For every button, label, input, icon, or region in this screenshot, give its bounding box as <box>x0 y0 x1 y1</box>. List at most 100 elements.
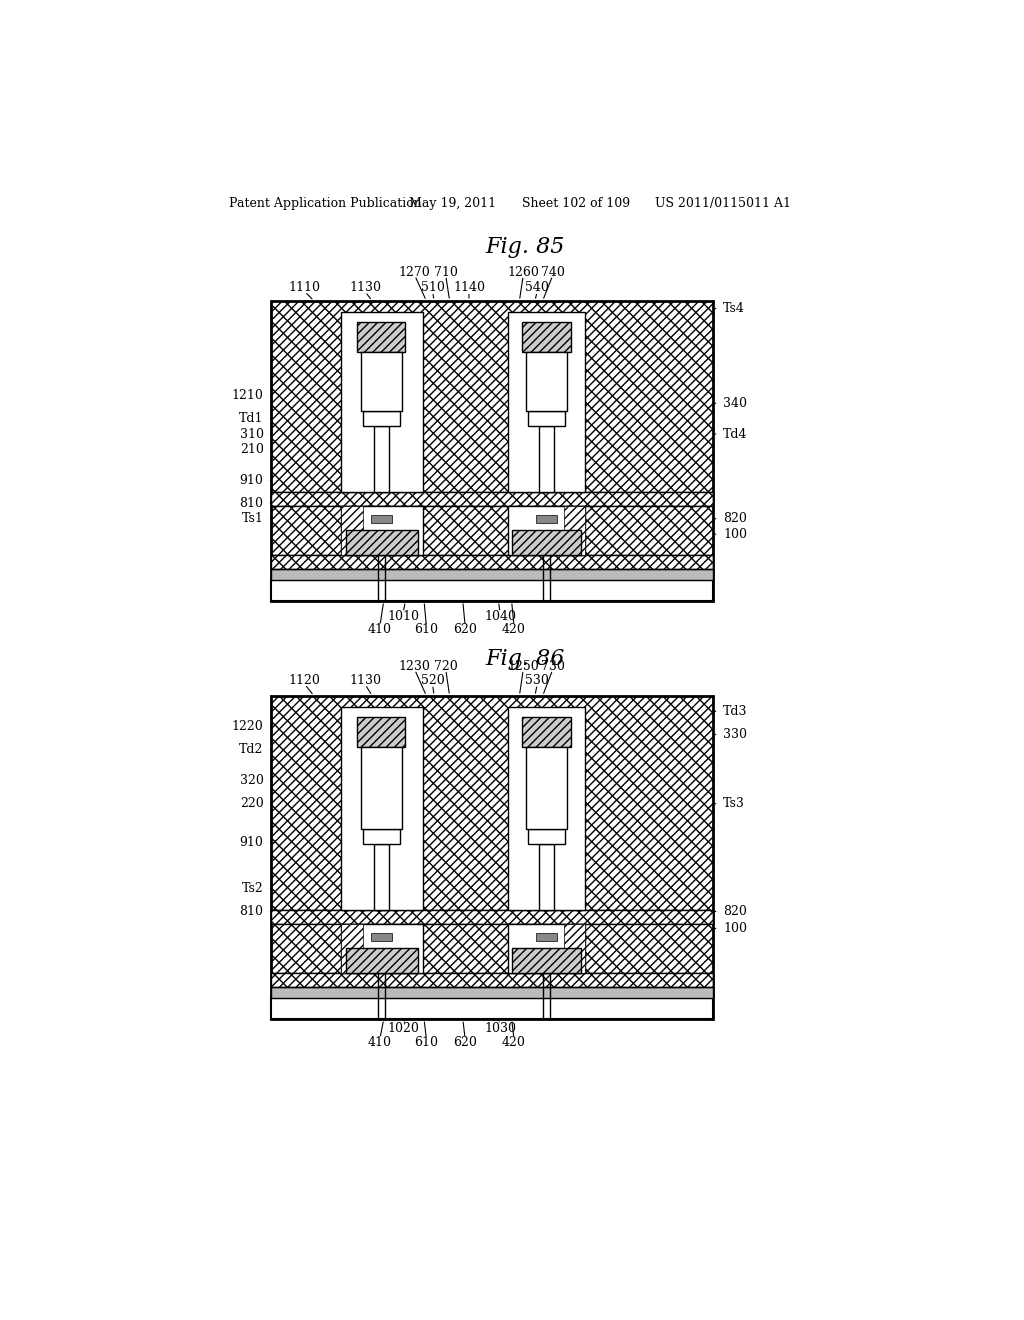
Text: 810: 810 <box>240 496 263 510</box>
Bar <box>528 829 565 845</box>
Bar <box>508 506 586 554</box>
Text: 540: 540 <box>525 281 549 294</box>
Text: 520: 520 <box>421 675 444 686</box>
Text: p+: p+ <box>374 956 389 965</box>
Bar <box>341 313 423 492</box>
Bar <box>271 998 713 1019</box>
Bar <box>271 696 713 1019</box>
Bar <box>271 909 713 924</box>
Bar <box>271 696 713 1019</box>
Bar <box>371 515 392 523</box>
Bar <box>362 829 400 845</box>
Text: US 2011/0115011 A1: US 2011/0115011 A1 <box>655 197 791 210</box>
Bar <box>374 426 389 492</box>
Text: 610: 610 <box>415 623 438 636</box>
Bar <box>341 506 362 554</box>
Bar <box>271 909 713 924</box>
Text: 1030: 1030 <box>484 1022 516 1035</box>
Text: p+: p+ <box>374 333 389 342</box>
Bar <box>271 492 713 506</box>
Text: 100: 100 <box>723 528 748 541</box>
Text: 620: 620 <box>454 623 477 636</box>
Text: 730: 730 <box>541 660 564 673</box>
Text: n+: n+ <box>540 956 554 965</box>
Bar <box>508 924 586 973</box>
Text: 1110: 1110 <box>289 281 321 294</box>
Bar <box>528 411 565 426</box>
Bar <box>357 322 406 351</box>
Bar <box>374 845 389 909</box>
Bar <box>563 506 586 554</box>
Text: 420: 420 <box>502 1036 526 1049</box>
Text: Ts2: Ts2 <box>242 882 263 895</box>
Text: 820: 820 <box>723 512 748 525</box>
Text: 510: 510 <box>421 281 444 294</box>
Bar <box>271 973 713 987</box>
Text: Ts3: Ts3 <box>723 797 745 810</box>
Bar <box>271 569 713 579</box>
Bar <box>512 531 581 554</box>
Bar <box>341 924 423 973</box>
Bar <box>341 924 362 973</box>
Text: 210: 210 <box>240 444 263 455</box>
Text: Fig. 86: Fig. 86 <box>485 648 564 671</box>
Text: 710: 710 <box>434 265 458 279</box>
Text: Sheet 102 of 109: Sheet 102 of 109 <box>521 197 630 210</box>
Text: 820: 820 <box>723 906 748 917</box>
Text: 810: 810 <box>240 906 263 917</box>
Text: Td1: Td1 <box>240 412 263 425</box>
Text: 1040: 1040 <box>484 610 516 623</box>
Bar <box>539 426 554 492</box>
Text: 1130: 1130 <box>349 675 381 686</box>
Bar <box>512 948 581 973</box>
Text: 410: 410 <box>368 623 392 636</box>
Bar <box>362 411 400 426</box>
Text: 220: 220 <box>240 797 263 810</box>
Bar <box>536 515 557 523</box>
Bar <box>526 747 566 829</box>
Text: 340: 340 <box>723 397 748 409</box>
Text: 720: 720 <box>434 660 458 673</box>
Text: Ts4: Ts4 <box>723 302 745 315</box>
Text: Td2: Td2 <box>240 743 263 756</box>
Text: 410: 410 <box>368 1036 392 1049</box>
Text: 910: 910 <box>240 836 263 849</box>
Text: n+: n+ <box>540 539 554 546</box>
Text: 310: 310 <box>240 428 263 441</box>
Text: 530: 530 <box>525 675 549 686</box>
Text: 1210: 1210 <box>231 389 263 403</box>
Bar <box>357 718 406 747</box>
Bar <box>522 322 570 351</box>
Text: n+: n+ <box>540 333 554 342</box>
Text: Fig. 85: Fig. 85 <box>485 236 564 257</box>
Text: 1140: 1140 <box>453 281 485 294</box>
Text: 100: 100 <box>723 921 748 935</box>
Bar <box>341 708 423 909</box>
Bar <box>563 924 586 973</box>
Bar <box>522 718 570 747</box>
Bar <box>271 301 713 601</box>
Text: 1220: 1220 <box>231 721 263 733</box>
Text: 420: 420 <box>502 623 526 636</box>
Text: 620: 620 <box>454 1036 477 1049</box>
Bar <box>536 933 557 941</box>
Bar <box>508 708 586 909</box>
Bar <box>526 351 566 411</box>
Text: 740: 740 <box>541 265 564 279</box>
Text: Td4: Td4 <box>723 428 748 441</box>
Bar <box>346 948 418 973</box>
Bar <box>539 845 554 909</box>
Bar <box>346 531 418 554</box>
Text: 330: 330 <box>723 727 748 741</box>
Bar <box>271 554 713 569</box>
Text: 1010: 1010 <box>387 610 419 623</box>
Text: 1270: 1270 <box>399 265 431 279</box>
Bar <box>508 313 586 492</box>
Bar <box>271 973 713 987</box>
Bar <box>341 506 423 554</box>
Text: Td3: Td3 <box>723 705 748 718</box>
Text: p+: p+ <box>374 727 389 737</box>
Text: 320: 320 <box>240 774 263 787</box>
Bar <box>271 579 713 601</box>
Text: 1260: 1260 <box>507 265 540 279</box>
